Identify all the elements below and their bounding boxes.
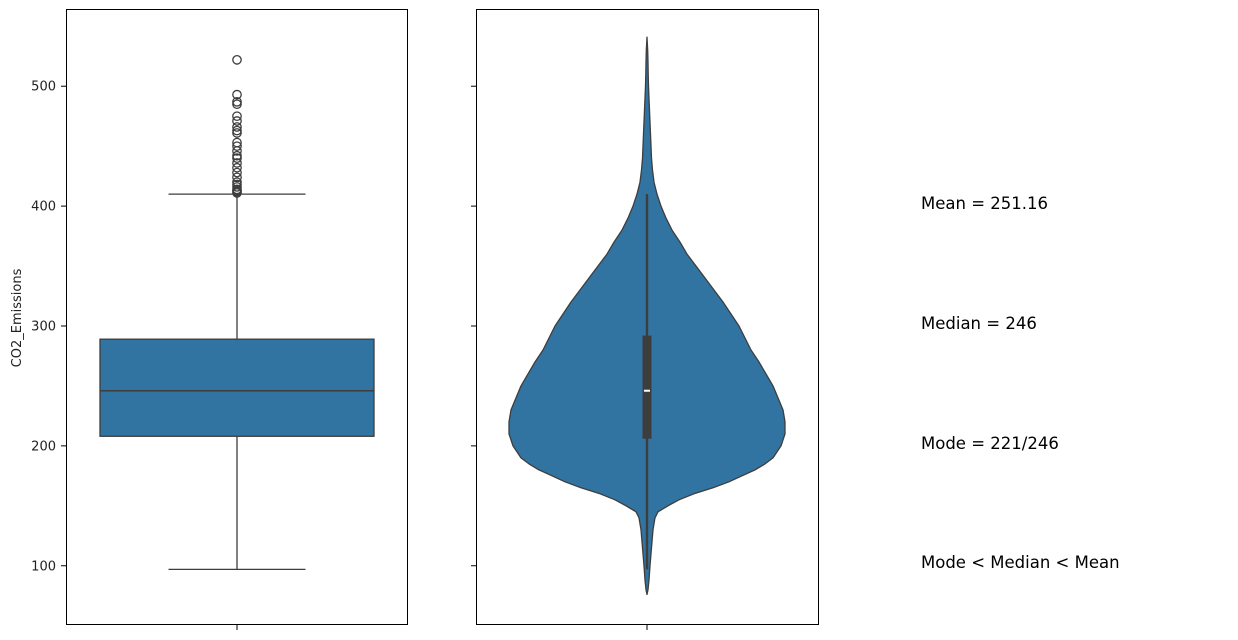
outlier-point [232,55,242,65]
y-tick-label: 300 [31,319,56,334]
outlier-point [232,111,242,122]
violin-panel [471,9,819,630]
outlier-point [232,150,242,161]
outlier-point [232,162,242,173]
outlier-point [232,167,242,178]
outlier-point [232,122,242,132]
violin-y-axis [471,85,477,567]
outlier-point [232,141,242,152]
y-tick-label: 100 [31,559,56,574]
median-text: Median = 246 [921,314,1037,333]
mode-text: Mode = 221/246 [921,434,1059,453]
boxplot-panel: 100 200 300 400 500 CO2_Emissions [10,9,408,630]
outlier-point [232,125,242,136]
outlier-point [232,116,242,126]
iqr-box [99,338,375,437]
outlier-point [232,158,242,168]
outlier-point [232,137,242,148]
y-tick-label: 500 [31,80,56,95]
relation-text: Mode < Median < Mean [921,553,1120,572]
outlier-point [232,177,242,187]
y-tick-label: 200 [31,439,56,454]
stats-panel: Mean = 251.16 Median = 246 Mode = 221/24… [921,194,1120,572]
boxplot-y-axis: 100 200 300 400 500 [31,80,67,574]
violin-iqr-bar [642,335,652,439]
y-tick-label: 400 [31,200,56,215]
boxplot-area [99,55,375,571]
outlier-point [232,172,242,183]
mean-text: Mean = 251.16 [921,194,1048,213]
outlier-point [232,89,242,100]
y-axis-label: CO2_Emissions [10,268,25,367]
violin-area [508,36,786,596]
outlier-point [232,96,242,107]
